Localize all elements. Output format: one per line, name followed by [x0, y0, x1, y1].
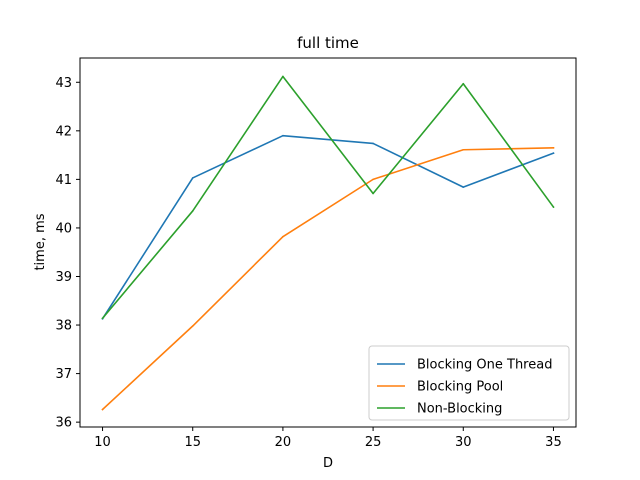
y-tick-label: 38 [55, 319, 72, 334]
y-tick-label: 37 [55, 367, 72, 382]
data-point [462, 148, 465, 151]
data-point [462, 186, 465, 188]
y-axis-title: time, ms [33, 213, 48, 270]
x-tick-label: 15 [184, 435, 201, 450]
legend-box [368, 345, 570, 421]
x-tick-label: 30 [455, 435, 472, 450]
y-tick-label: 42 [55, 124, 72, 139]
data-point [552, 147, 555, 149]
plot-frame [79, 57, 577, 428]
y-tick-label: 36 [55, 416, 72, 431]
data-point [191, 210, 194, 212]
y-tick-label: 41 [55, 173, 72, 188]
data-point [101, 408, 104, 411]
data-point [282, 235, 284, 238]
data-point [101, 317, 104, 320]
data-point [282, 75, 284, 78]
legend-label: Blocking One Thread [417, 358, 552, 373]
legend: Blocking One Thread Blocking Pool Non-Bloc… [368, 345, 570, 421]
data-point [372, 142, 374, 145]
x-axis-title: D [323, 456, 333, 471]
y-tick-label: 43 [55, 76, 72, 91]
y-tick-label: 40 [55, 221, 72, 236]
data-point [191, 325, 194, 327]
series-layer [101, 75, 555, 411]
series-line-3 [101, 75, 555, 320]
x-tick-label: 35 [545, 435, 562, 450]
chart-title: full time [297, 34, 359, 52]
data-point [552, 152, 555, 154]
x-tick-label: 20 [275, 435, 292, 450]
data-point [552, 206, 555, 208]
series-line-1 [101, 134, 555, 320]
data-point [372, 178, 374, 181]
x-tick-label: 10 [94, 435, 111, 450]
data-point [191, 177, 194, 179]
y-tick-label: 39 [55, 270, 72, 285]
legend-label: Non-Blocking [417, 402, 502, 417]
series-line-2 [101, 147, 555, 411]
legend-items: Blocking One Thread Blocking Pool Non-Bloc… [377, 358, 552, 417]
x-axis: 10 15 20 25 30 35 [94, 427, 562, 450]
y-axis: 36 37 38 39 40 41 42 43 [55, 76, 80, 431]
data-point [462, 82, 465, 85]
data-point [282, 134, 284, 137]
x-tick-label: 25 [365, 435, 382, 450]
legend-label: Blocking Pool [417, 380, 503, 395]
data-point [372, 192, 374, 195]
